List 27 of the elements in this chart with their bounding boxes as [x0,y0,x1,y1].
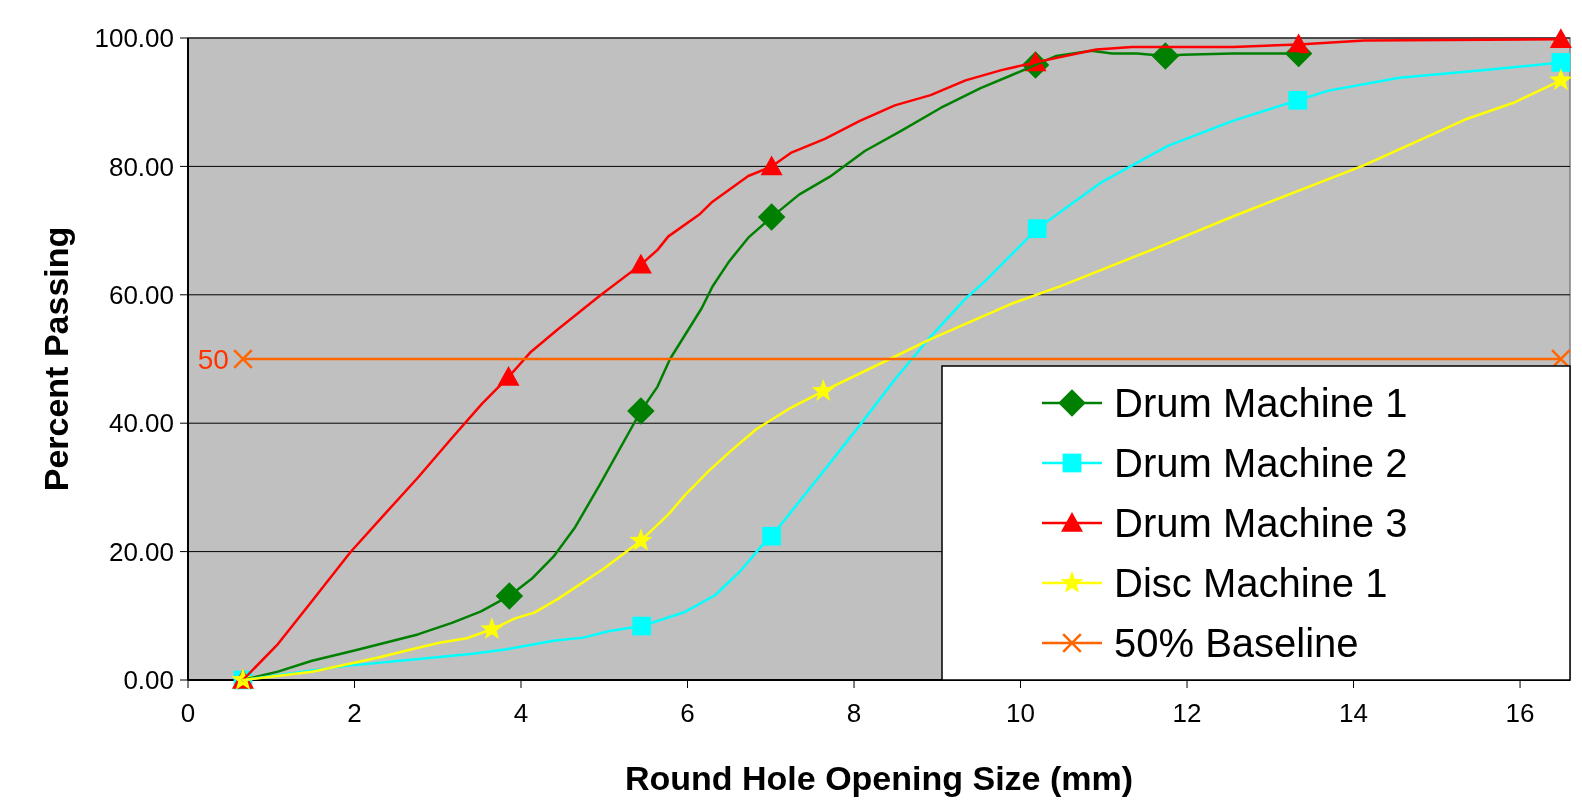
legend-label: Drum Machine 2 [1114,441,1408,485]
x-tick-label: 16 [1505,698,1535,728]
x-axis-title: Round Hole Opening Size (mm) [624,759,1134,797]
annotation: 50 [197,343,229,375]
legend-label: Drum Machine 3 [1114,501,1408,545]
x-tick-label: 2 [347,698,362,728]
x-tick-label: 14 [1339,698,1368,728]
y-axis-title: Percent Passing [37,226,75,492]
legend-label: Drum Machine 1 [1114,381,1408,425]
y-tick-label: 60.00 [108,279,174,310]
y-tick-label: 80.00 [108,151,174,182]
x-tick-label: 12 [1172,698,1202,728]
point [232,348,253,370]
x-tick-label: 8 [846,698,862,728]
y-tick-label: 0.00 [123,665,174,696]
x-tick-label: 6 [680,698,695,728]
y-tick-label: 100.00 [94,23,174,54]
point [757,203,786,231]
x-tick-label: 10 [1006,698,1035,728]
y-tick-label: 20.00 [108,536,174,567]
x-tick-label: 4 [513,698,529,728]
y-tick-label: 40.00 [108,408,174,439]
point [1551,53,1571,72]
point [1549,68,1573,91]
legend-label: Disc Machine 1 [1114,561,1388,605]
legend-label: 50% Baseline [1114,621,1359,665]
x-tick-label: 0 [180,698,196,728]
